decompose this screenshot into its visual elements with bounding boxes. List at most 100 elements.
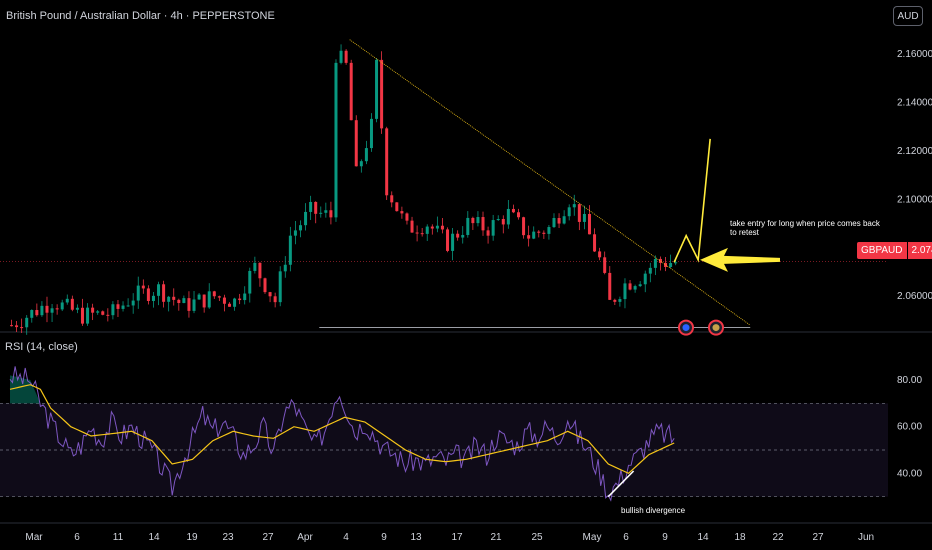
candle-body — [55, 308, 59, 310]
candle-body — [461, 234, 465, 238]
candle-body — [354, 120, 358, 167]
candle-body — [233, 298, 237, 307]
candle-body — [253, 262, 257, 271]
price-axis-tick: 2.06000 — [897, 291, 932, 302]
candle-body — [375, 59, 379, 119]
candle-body — [344, 50, 348, 63]
candle-body — [80, 307, 84, 324]
time-axis-tick: 27 — [262, 532, 274, 543]
candle-body — [582, 213, 586, 222]
candle-body — [425, 226, 429, 234]
candle-body — [106, 314, 110, 316]
time-axis-tick: 21 — [490, 532, 502, 543]
candle-body — [420, 233, 424, 235]
candle-body — [410, 220, 414, 233]
candle-body — [314, 201, 318, 214]
candle-body — [172, 296, 176, 300]
entry-arrow — [700, 247, 780, 272]
candle-body — [238, 298, 242, 301]
time-axis-tick: 23 — [222, 532, 234, 543]
time-axis-tick: 18 — [734, 532, 746, 543]
candle-body — [674, 262, 678, 264]
candle-body — [268, 292, 272, 297]
candle-body — [664, 262, 668, 267]
candle-body — [324, 210, 328, 213]
time-axis-tick: 11 — [113, 532, 124, 543]
time-axis-tick: 19 — [186, 532, 198, 543]
candle-body — [572, 204, 576, 208]
candle-body — [557, 218, 561, 224]
time-axis-tick: Jun — [858, 532, 874, 543]
candle-body — [476, 217, 480, 224]
rsi-axis-tick: 80.00 — [897, 375, 922, 386]
last-price-tag: GBPAUD 2.07439 — [857, 242, 932, 259]
candle-body — [187, 298, 191, 311]
currency-button[interactable]: AUD — [893, 6, 923, 26]
price-axis-tick: 2.14000 — [897, 98, 932, 109]
candle-body — [177, 299, 181, 304]
time-axis-tick: 14 — [148, 532, 160, 543]
candle-body — [390, 195, 394, 203]
candle-body — [60, 302, 64, 310]
candle-body — [481, 217, 485, 231]
candle-body — [217, 296, 221, 298]
divergence-line — [607, 470, 635, 498]
price-tag-symbol: GBPAUD — [857, 242, 907, 259]
candle-body — [471, 217, 475, 224]
candle-body — [395, 202, 399, 212]
candle-body — [207, 291, 211, 308]
candle-body — [298, 225, 302, 231]
candle-body — [35, 310, 39, 316]
candle-body — [364, 148, 368, 162]
time-axis-tick: Apr — [297, 532, 313, 543]
candle-body — [212, 291, 216, 297]
time-axis-tick: 4 — [343, 532, 349, 543]
candle-body — [511, 208, 515, 213]
time-axis-tick: Mar — [25, 532, 43, 543]
candle-body — [146, 288, 150, 301]
candle-body — [15, 325, 19, 328]
candle-body — [603, 257, 607, 273]
candle-body — [537, 231, 541, 233]
time-axis-tick: 25 — [531, 532, 543, 543]
time-axis-tick: 22 — [772, 532, 784, 543]
rsi-legend-label: RSI (14, close) — [5, 341, 78, 353]
candle-body — [669, 263, 673, 267]
candle-body — [542, 232, 546, 234]
candle-body — [562, 216, 566, 224]
rsi-ma-line — [9, 384, 675, 475]
candle-body — [339, 50, 343, 63]
event-flag-icon — [712, 324, 720, 332]
candle-body — [45, 305, 49, 313]
candle-body — [273, 296, 277, 303]
time-axis-tick: 27 — [812, 532, 824, 543]
candle-body — [385, 128, 389, 196]
candle-body — [486, 230, 490, 236]
candle-body — [248, 270, 252, 294]
time-axis-tick: May — [583, 532, 602, 543]
candle-body — [359, 161, 363, 167]
candle-body — [618, 299, 622, 302]
candle-body — [136, 285, 140, 301]
candle-body — [415, 232, 419, 234]
candle-body — [228, 303, 232, 307]
candle-body — [491, 220, 495, 236]
candle-body — [167, 296, 171, 302]
candle-body — [400, 211, 404, 214]
candle-body — [197, 294, 201, 300]
candle-body — [243, 293, 247, 301]
candle-body — [466, 217, 470, 235]
candle-body — [451, 233, 455, 251]
candle-body — [587, 213, 591, 235]
candle-body — [283, 264, 287, 272]
candle-body — [658, 258, 662, 263]
candle-body — [547, 227, 551, 234]
candle-body — [40, 305, 44, 316]
candle-body — [162, 284, 166, 302]
price-axis-tick: 2.10000 — [897, 194, 932, 205]
candle-body — [522, 217, 526, 236]
candle-body — [623, 283, 627, 300]
time-axis-tick: 9 — [381, 532, 387, 543]
entry-note-line2: to retest — [730, 228, 759, 237]
